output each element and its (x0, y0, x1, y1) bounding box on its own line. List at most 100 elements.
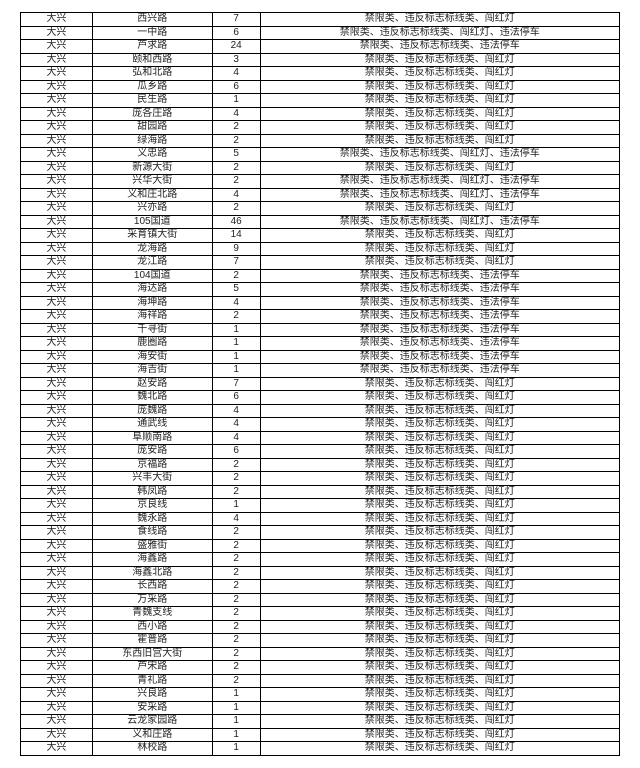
cell: 绿海路 (92, 134, 212, 148)
cell: 大兴 (21, 148, 93, 162)
table-row: 大兴韩凤路2禁限类、违反标志标线类、闯红灯 (21, 485, 620, 499)
cell: 新源大街 (92, 161, 212, 175)
cell: 庞各庄路 (92, 107, 212, 121)
table-row: 大兴青礼路2禁限类、违反标志标线类、闯红灯 (21, 674, 620, 688)
cell: 禁限类、违反标志标线类、闯红灯 (260, 391, 619, 405)
table-row: 大兴魏北路6禁限类、违反标志标线类、闯红灯 (21, 391, 620, 405)
cell: 禁限类、违反标志标线类、违法停车 (260, 350, 619, 364)
table-row: 大兴芦宋路2禁限类、违反标志标线类、闯红灯 (21, 661, 620, 675)
cell: 2 (212, 647, 260, 661)
cell: 2 (212, 134, 260, 148)
cell: 6 (212, 391, 260, 405)
cell: 105国道 (92, 215, 212, 229)
cell: 大兴 (21, 445, 93, 459)
cell: 2 (212, 121, 260, 135)
cell: 霍普路 (92, 634, 212, 648)
cell: 禁限类、违反标志标线类、闯红灯 (260, 229, 619, 243)
cell: 禁限类、违反标志标线类、违法停车 (260, 283, 619, 297)
cell: 4 (212, 188, 260, 202)
cell: 6 (212, 80, 260, 94)
cell: 1 (212, 337, 260, 351)
cell: 西小路 (92, 620, 212, 634)
table-row: 大兴通武线4禁限类、违反标志标线类、闯红灯 (21, 418, 620, 432)
cell: 2 (212, 310, 260, 324)
table-row: 大兴庞安路6禁限类、违反标志标线类、闯红灯 (21, 445, 620, 459)
cell: 6 (212, 445, 260, 459)
cell: 禁限类、违反标志标线类、闯红灯 (260, 593, 619, 607)
table-row: 大兴颐和西路3禁限类、违反标志标线类、闯红灯 (21, 53, 620, 67)
cell: 2 (212, 553, 260, 567)
cell: 大兴 (21, 607, 93, 621)
table-row: 大兴庞各庄路4禁限类、违反标志标线类、闯红灯 (21, 107, 620, 121)
cell: 盛雅街 (92, 539, 212, 553)
cell: 海鑫北路 (92, 566, 212, 580)
cell: 禁限类、违反标志标线类、闯红灯 (260, 553, 619, 567)
table-row: 大兴海鑫北路2禁限类、违反标志标线类、闯红灯 (21, 566, 620, 580)
table-row: 大兴海鑫路2禁限类、违反标志标线类、闯红灯 (21, 553, 620, 567)
cell: 一中路 (92, 26, 212, 40)
cell: 大兴 (21, 26, 93, 40)
cell: 禁限类、违反标志标线类、闯红灯 (260, 256, 619, 270)
table-row: 大兴食线路2禁限类、违反标志标线类、闯红灯 (21, 526, 620, 540)
cell: 民生路 (92, 94, 212, 108)
cell: 东西旧宫大街 (92, 647, 212, 661)
table-row: 大兴海祥路2禁限类、违反标志标线类、违法停车 (21, 310, 620, 324)
cell: 禁限类、违反标志标线类、闯红灯 (260, 647, 619, 661)
cell: 大兴 (21, 553, 93, 567)
cell: 5 (212, 283, 260, 297)
cell: 大兴 (21, 323, 93, 337)
table-row: 大兴105国道46禁限类、违反标志标线类、闯红灯、违法停车 (21, 215, 620, 229)
cell: 大兴 (21, 67, 93, 81)
cell: 兴亦路 (92, 202, 212, 216)
cell: 安采路 (92, 701, 212, 715)
cell: 7 (212, 377, 260, 391)
cell: 长西路 (92, 580, 212, 594)
cell: 甜园路 (92, 121, 212, 135)
cell: 青魏支线 (92, 607, 212, 621)
cell: 2 (212, 607, 260, 621)
cell: 禁限类、违反标志标线类、违法停车 (260, 310, 619, 324)
cell: 大兴 (21, 364, 93, 378)
cell: 46 (212, 215, 260, 229)
cell: 西兴路 (92, 13, 212, 27)
cell: 大兴 (21, 121, 93, 135)
cell: 海祥路 (92, 310, 212, 324)
cell: 采育镇大街 (92, 229, 212, 243)
cell: 14 (212, 229, 260, 243)
cell: 禁限类、违反标志标线类、闯红灯 (260, 580, 619, 594)
cell: 大兴 (21, 391, 93, 405)
cell: 禁限类、违反标志标线类、违法停车 (260, 364, 619, 378)
cell: 大兴 (21, 526, 93, 540)
table-row: 大兴龙江路7禁限类、违反标志标线类、闯红灯 (21, 256, 620, 270)
table-row: 大兴兴亦路2禁限类、违反标志标线类、闯红灯 (21, 202, 620, 216)
cell: 禁限类、违反标志标线类、闯红灯 (260, 418, 619, 432)
table-row: 大兴104国道2禁限类、违反标志标线类、违法停车 (21, 269, 620, 283)
table-row: 大兴云龙家园路1禁限类、违反标志标线类、闯红灯 (21, 715, 620, 729)
cell: 2 (212, 458, 260, 472)
cell: 大兴 (21, 728, 93, 742)
cell: 瓜乡路 (92, 80, 212, 94)
cell: 禁限类、违反标志标线类、违法停车 (260, 40, 619, 54)
cell: 青礼路 (92, 674, 212, 688)
table-row: 大兴龙海路9禁限类、违反标志标线类、闯红灯 (21, 242, 620, 256)
cell: 禁限类、违反标志标线类、闯红灯 (260, 53, 619, 67)
cell: 大兴 (21, 674, 93, 688)
cell: 义和庄北路 (92, 188, 212, 202)
cell: 禁限类、违反标志标线类、违法停车 (260, 296, 619, 310)
cell: 芦求路 (92, 40, 212, 54)
cell: 4 (212, 418, 260, 432)
cell: 2 (212, 269, 260, 283)
table-row: 大兴兴丰大街2禁限类、违反标志标线类、闯红灯 (21, 472, 620, 486)
cell: 3 (212, 53, 260, 67)
cell: 京良线 (92, 499, 212, 513)
cell: 禁限类、违反标志标线类、闯红灯 (260, 202, 619, 216)
cell: 禁限类、违反标志标线类、闯红灯 (260, 566, 619, 580)
cell: 2 (212, 472, 260, 486)
cell: 禁限类、违反标志标线类、闯红灯 (260, 458, 619, 472)
table-row: 大兴义和庄路1禁限类、违反标志标线类、闯红灯 (21, 728, 620, 742)
cell: 阜顺南路 (92, 431, 212, 445)
cell: 禁限类、违反标志标线类、闯红灯、违法停车 (260, 175, 619, 189)
cell: 大兴 (21, 620, 93, 634)
cell: 1 (212, 742, 260, 756)
violation-table: 大兴西兴路7禁限类、违反标志标线类、闯红灯大兴一中路6禁限类、违反标志标线类、闯… (20, 12, 620, 756)
